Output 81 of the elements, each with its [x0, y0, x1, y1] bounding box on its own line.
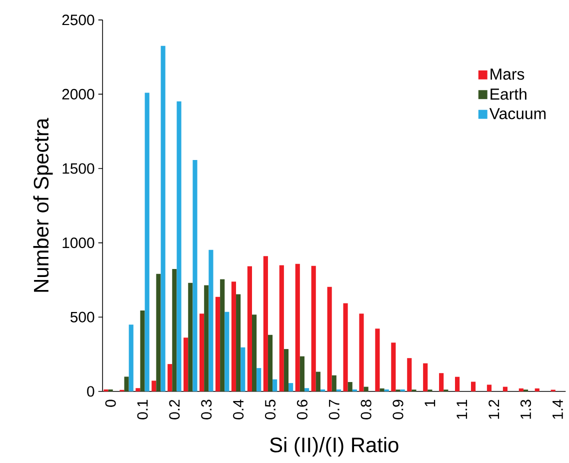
bar [156, 274, 161, 392]
y-tick-label: 500 [70, 312, 94, 322]
bar [184, 338, 188, 392]
x-tick-label: 0.8 [360, 400, 372, 420]
bar [439, 373, 444, 392]
x-tick-label: 0.1 [137, 400, 148, 420]
bar [300, 356, 304, 392]
bar [502, 386, 508, 392]
x-tick-label: 0.5 [264, 400, 276, 420]
bar [188, 282, 193, 392]
bar [231, 282, 236, 392]
bar [455, 376, 460, 392]
y-tick-label: 0 [87, 386, 94, 397]
bar [407, 358, 412, 392]
bar [256, 368, 262, 392]
bar [140, 310, 145, 392]
bar [518, 388, 524, 392]
bar [332, 375, 336, 392]
x-tick-label: 0.7 [328, 400, 340, 420]
x-tick-label: 0.3 [201, 400, 212, 420]
x-tick-label: 0 [105, 400, 116, 407]
bar [364, 386, 368, 392]
bar [470, 382, 476, 392]
x-tick-label: 0.9 [392, 400, 404, 420]
x-axis-title: Si (II)/(I) Ratio [270, 436, 398, 456]
y-tick-label: 1500 [62, 163, 94, 174]
x-tick-label: 0.2 [169, 400, 180, 420]
bar [168, 364, 172, 392]
legend-label: Earth [490, 88, 526, 100]
bar [176, 101, 182, 392]
bar [316, 372, 320, 392]
legend-label: Vacuum [489, 108, 546, 120]
bar [247, 266, 252, 392]
bar [263, 256, 268, 392]
bar [136, 388, 140, 392]
bar [295, 264, 300, 392]
bar [327, 286, 332, 392]
bar [215, 296, 220, 392]
x-tick-label: 0.4 [233, 400, 244, 420]
legend-label: Mars [490, 68, 524, 80]
bar [172, 268, 177, 392]
bar [311, 266, 316, 392]
bar [240, 347, 246, 392]
y-tick-label: 2500 [62, 14, 94, 26]
bar [192, 160, 198, 392]
y-axis-title: Number of Spectra [33, 118, 53, 292]
bar [284, 348, 289, 392]
bar [124, 376, 129, 392]
bar [208, 250, 214, 392]
x-tick-label: 1 [424, 400, 436, 406]
x-tick-label: 1.3 [520, 400, 532, 419]
bar [204, 285, 209, 392]
x-tick-label: 1.2 [488, 400, 500, 419]
bar [200, 314, 204, 392]
bar [534, 388, 540, 392]
bar [391, 342, 396, 392]
bar [375, 328, 380, 392]
y-tick-label: 1000 [62, 237, 94, 248]
x-tick-label: 1.4 [552, 400, 563, 419]
bar [268, 334, 273, 392]
y-tick-label: 2000 [62, 88, 94, 100]
bar [348, 382, 352, 392]
bar [220, 279, 225, 392]
bar [152, 380, 156, 392]
bar [144, 92, 150, 392]
bar [128, 324, 134, 392]
bar [343, 303, 348, 392]
bar [236, 294, 241, 392]
bar [423, 363, 428, 392]
bar [359, 314, 364, 392]
bar [224, 312, 230, 392]
x-tick-label: 1.1 [456, 400, 468, 419]
bar [288, 383, 294, 392]
x-tick-label: 0.6 [296, 400, 308, 420]
bar [304, 388, 310, 392]
bar [279, 265, 284, 392]
bar [380, 388, 384, 392]
bar [272, 379, 278, 392]
bar [252, 314, 257, 392]
bar [160, 46, 166, 392]
bar [486, 384, 492, 392]
